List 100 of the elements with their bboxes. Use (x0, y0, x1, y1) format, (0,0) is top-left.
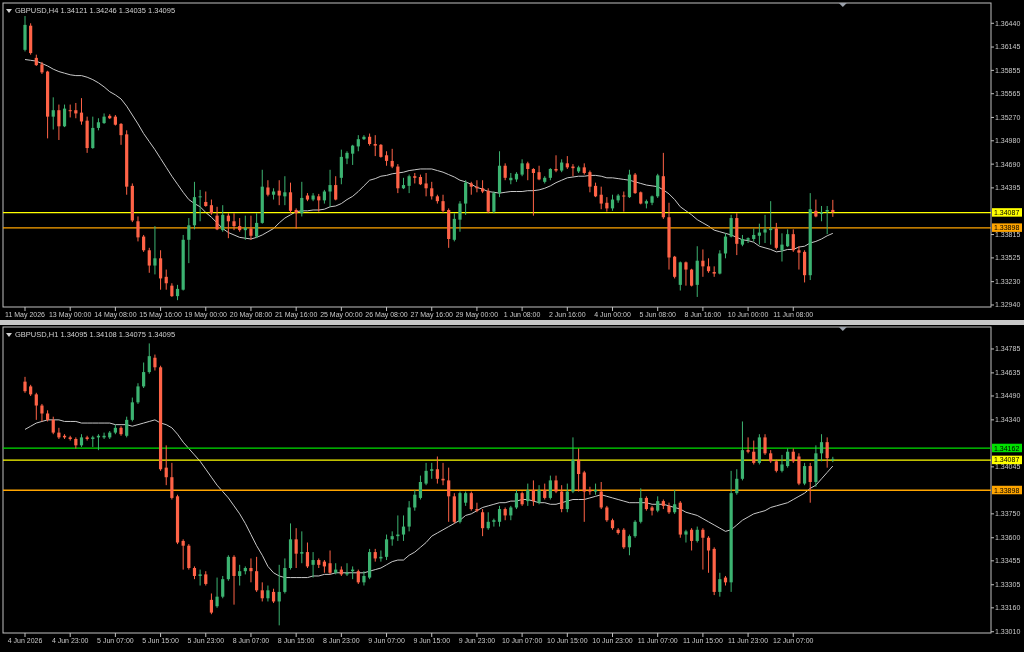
candlestick (577, 448, 581, 493)
candlestick (633, 172, 637, 195)
candlestick (136, 215, 140, 242)
candlestick (294, 207, 298, 230)
candlestick (209, 593, 214, 615)
candlestick (91, 116, 95, 150)
candlestick (311, 551, 315, 579)
candlestick (283, 557, 287, 594)
candlestick (187, 543, 191, 571)
candlestick (757, 223, 761, 246)
candlestick (712, 265, 716, 278)
candlestick (464, 179, 468, 216)
candlestick (797, 245, 801, 271)
candlestick (384, 534, 389, 561)
candlestick (486, 187, 490, 214)
candlestick (277, 179, 281, 206)
candlestick (492, 518, 496, 528)
candlestick (537, 484, 541, 505)
candlestick (531, 167, 536, 217)
candlestick (249, 557, 253, 583)
candlestick (639, 487, 643, 524)
candlestick (492, 191, 496, 214)
candlestick (808, 462, 812, 504)
candlestick (136, 382, 140, 405)
candlestick (560, 484, 564, 513)
candlestick (565, 483, 569, 513)
candlestick (198, 189, 202, 222)
candlestick (170, 462, 174, 501)
candlestick (514, 489, 519, 510)
candlestick (221, 575, 225, 599)
candlestick (786, 448, 790, 469)
candlestick (181, 538, 185, 571)
candlestick (475, 502, 479, 513)
candlestick (452, 212, 456, 242)
candlestick (656, 173, 660, 199)
candlestick (684, 261, 688, 287)
candlestick (328, 169, 332, 208)
candlestick (746, 236, 750, 244)
candlestick (232, 554, 236, 606)
candlestick (650, 505, 654, 516)
candlestick (153, 225, 157, 275)
candlestick (424, 172, 428, 197)
candlestick (791, 228, 795, 253)
candlestick (763, 214, 767, 244)
candlestick (345, 150, 349, 165)
candlestick (147, 247, 151, 274)
candlestick (588, 170, 592, 193)
candlestick (418, 475, 423, 501)
candlestick (158, 249, 163, 291)
candlestick (334, 175, 338, 201)
candlestick (351, 144, 355, 166)
candlestick (215, 206, 219, 231)
candlestick (480, 508, 485, 537)
candlestick (373, 134, 377, 157)
candlestick (401, 514, 406, 542)
candlestick (294, 527, 298, 569)
candlestick (339, 149, 343, 185)
candlestick (469, 491, 473, 512)
candlestick (142, 362, 146, 389)
candlestick (260, 581, 264, 602)
candlestick (599, 186, 603, 210)
candlestick (718, 249, 722, 275)
candlestick (424, 462, 428, 486)
candlestick (130, 397, 134, 422)
candlestick (238, 564, 242, 587)
candlestick (802, 249, 807, 283)
candlestick (588, 486, 592, 496)
candlestick (396, 163, 400, 194)
candlestick (328, 549, 332, 575)
candlestick (447, 467, 451, 523)
candlestick (40, 403, 44, 422)
candlestick (678, 261, 682, 291)
candlestick (701, 527, 705, 571)
candlestick (125, 416, 129, 438)
candlestick (407, 500, 411, 532)
candlestick (34, 392, 38, 421)
candlestick (362, 570, 366, 587)
candlestick (531, 479, 536, 507)
candlestick (407, 174, 411, 194)
candlestick (311, 192, 315, 202)
candlestick (119, 122, 123, 146)
candlestick (718, 572, 722, 598)
candlestick (774, 222, 778, 250)
candlestick (85, 435, 89, 442)
candlestick (667, 502, 671, 515)
candlestick (441, 194, 445, 214)
candlestick (780, 232, 784, 263)
candlestick (802, 462, 807, 486)
candlestick (435, 456, 439, 485)
candlestick (684, 529, 688, 544)
candlestick (305, 542, 310, 569)
candlestick (690, 527, 694, 551)
candlestick (300, 530, 304, 564)
candlestick (288, 182, 293, 214)
candlestick (102, 112, 106, 125)
candlestick (362, 134, 366, 141)
candlestick (51, 96, 55, 131)
candlestick (226, 554, 230, 582)
candlestick (622, 527, 626, 550)
candlestick (627, 169, 632, 199)
